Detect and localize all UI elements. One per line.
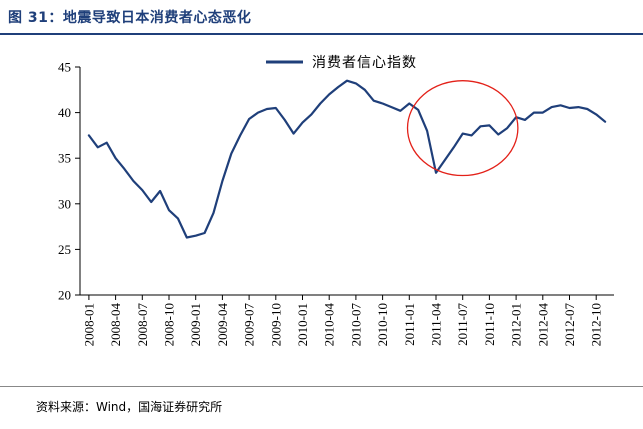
- x-tick-label: 2009-10: [268, 303, 283, 346]
- source-rule: [0, 386, 643, 387]
- x-tick-label: 2011-07: [455, 303, 470, 346]
- x-tick-label: 2012-07: [562, 303, 577, 347]
- consumer-confidence-chart: 20 25 30 35 40 45 2008-01 2008-04 2008-07 2008-1…: [58, 55, 614, 347]
- x-tick-label: 2008-01: [81, 303, 96, 346]
- x-tick-label: 2008-10: [162, 303, 177, 346]
- figure-title: 图 31：地震导致日本消费者心态恶化: [8, 10, 252, 26]
- x-tick-label: 2011-04: [429, 303, 444, 346]
- y-tick-label: 25: [58, 242, 71, 257]
- x-tick-label: 2009-04: [215, 303, 230, 347]
- y-tick-label: 20: [58, 288, 71, 303]
- x-tick-label: 2010-04: [322, 303, 337, 347]
- x-axis-ticks: 2008-01 2008-04 2008-07 2008-10 2009-01 2009-…: [81, 295, 604, 347]
- chart-legend: 消费者信心指数: [266, 55, 417, 71]
- x-tick-label: 2010-10: [375, 303, 390, 346]
- y-tick-label: 40: [58, 105, 71, 120]
- legend-label: 消费者信心指数: [312, 55, 417, 71]
- y-tick-label: 30: [58, 196, 71, 211]
- series-layer: [87, 79, 607, 239]
- x-tick-label: 2010-07: [348, 303, 363, 347]
- y-tick-label: 35: [58, 151, 71, 166]
- x-tick-label: 2012-10: [589, 303, 604, 346]
- x-tick-label: 2012-04: [535, 303, 550, 347]
- highlight-ellipse: [406, 80, 519, 177]
- x-tick-label: 2010-01: [295, 303, 310, 346]
- x-tick-label: 2008-04: [108, 303, 123, 347]
- title-rule: [0, 33, 643, 35]
- x-tick-label: 2012-01: [509, 303, 524, 346]
- x-tick-label: 2009-01: [188, 303, 203, 346]
- y-axis-ticks: 20 25 30 35 40 45: [58, 60, 80, 303]
- series-line-0: [87, 79, 607, 239]
- x-tick-label: 2009-07: [242, 303, 257, 347]
- annotation-layer: [406, 80, 519, 177]
- x-tick-label: 2008-07: [135, 303, 150, 347]
- x-tick-label: 2011-01: [402, 303, 417, 346]
- x-tick-label: 2011-10: [482, 303, 497, 346]
- chart-axes: [79, 67, 614, 296]
- y-tick-label: 45: [58, 60, 71, 75]
- source-note: 资料来源：Wind，国海证券研究所: [36, 400, 223, 414]
